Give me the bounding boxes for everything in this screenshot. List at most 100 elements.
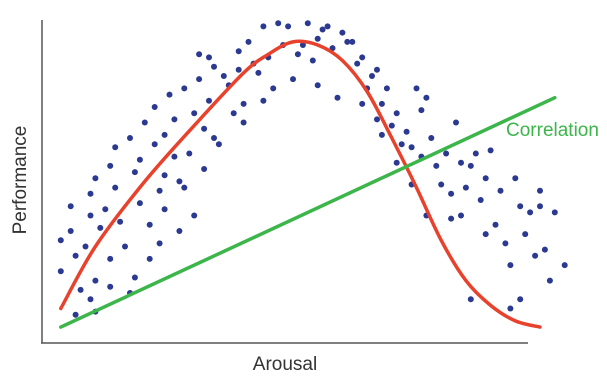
scatter-point (383, 85, 390, 92)
scatter-point (191, 212, 198, 219)
scatter-point (334, 94, 341, 101)
scatter-point (507, 305, 514, 312)
scatter-point (472, 150, 479, 157)
scatter-point (502, 240, 509, 247)
scatter-point (181, 85, 188, 92)
scatter-point (423, 94, 430, 101)
scatter-point (433, 162, 440, 169)
scatter-point (517, 203, 524, 210)
correlation-line (59, 95, 557, 329)
scatter-point (176, 228, 183, 234)
scatter-point (166, 91, 173, 98)
scatter-point (235, 66, 242, 73)
scatter-point (309, 57, 316, 64)
scatter-point (467, 162, 474, 169)
scatter-point (87, 212, 94, 219)
scatter-point (245, 38, 252, 45)
scatter-point (131, 169, 138, 176)
scatter-point (458, 212, 464, 219)
scatter-point (443, 150, 450, 157)
scatter-point (527, 209, 534, 216)
scatter-point (211, 135, 217, 141)
scatter-point (314, 35, 321, 42)
scatter-point (393, 110, 400, 117)
scatter-point (497, 187, 504, 194)
scatter-point (453, 119, 459, 126)
scatter-point (156, 240, 163, 247)
scatter-point (77, 286, 84, 293)
scatter-points (57, 20, 568, 318)
scatter-point (507, 262, 514, 269)
scatter-point (72, 252, 79, 259)
scatter-point (517, 296, 524, 303)
scatter-point (151, 104, 158, 110)
scatter-point (102, 206, 109, 213)
scatter-point (176, 178, 183, 185)
scatter-point (354, 60, 361, 67)
scatter-point (206, 54, 212, 61)
scatter-point (487, 147, 494, 154)
scatter-point (87, 190, 94, 197)
scatter-point (324, 23, 331, 30)
scatter-point (156, 187, 163, 194)
scatter-point (393, 159, 400, 166)
scatter-point (235, 48, 242, 55)
scatter-point (551, 209, 558, 216)
scatter-point (388, 122, 395, 129)
scatter-point (319, 26, 326, 33)
scatter-point (294, 51, 301, 58)
scatter-point (67, 203, 74, 210)
scatter-point (136, 156, 143, 163)
correlation-label: Correlation (506, 120, 599, 141)
scatter-point (344, 38, 351, 45)
scatter-point (161, 206, 168, 213)
scatter-point (136, 200, 143, 207)
scatter-point (171, 153, 178, 160)
scatter-point (255, 69, 262, 76)
scatter-point (201, 166, 208, 172)
scatter-point (537, 203, 543, 210)
scatter-point (107, 162, 114, 169)
scatter-point (161, 131, 168, 138)
scatter-point (107, 255, 114, 262)
scatter-point (438, 181, 445, 188)
scatter-point (72, 311, 79, 318)
scatter-point (196, 51, 203, 58)
scatter-point (117, 218, 124, 225)
scatter-point (82, 243, 89, 250)
scatter-point (151, 141, 158, 148)
scatter-point (260, 23, 267, 30)
scatter-point (339, 29, 346, 36)
scatter-point (131, 274, 138, 281)
scatter-point (448, 190, 455, 197)
scatter-point (482, 175, 489, 182)
scatter-point (57, 237, 64, 244)
scatter-point (146, 255, 153, 262)
scatter-point (374, 66, 380, 73)
x-axis-label: Arousal (253, 354, 317, 375)
scatter-point (428, 135, 435, 141)
scatter-point (378, 100, 385, 107)
scatter-point (492, 221, 499, 228)
scatter-point (359, 54, 366, 61)
scatter-point (215, 141, 222, 148)
scatter-point (87, 296, 94, 303)
scatter-point (408, 144, 415, 151)
scatter-point (512, 175, 519, 182)
scatter-point (240, 119, 247, 126)
scatter-point (122, 243, 128, 250)
scatter-point (462, 184, 469, 191)
scatter-point (314, 82, 321, 89)
scatter-point (107, 283, 114, 290)
scatter-point (561, 262, 568, 269)
scatter-point (467, 296, 474, 303)
scatter-point (299, 42, 306, 48)
inverted-u-curve (59, 39, 542, 329)
scatter-point (285, 23, 292, 30)
scatter-point (92, 277, 99, 284)
scatter-point (196, 76, 203, 83)
scatter-point (304, 20, 311, 27)
scatter-point (403, 128, 410, 135)
scatter-point (398, 141, 405, 148)
scatter-point (477, 197, 484, 203)
